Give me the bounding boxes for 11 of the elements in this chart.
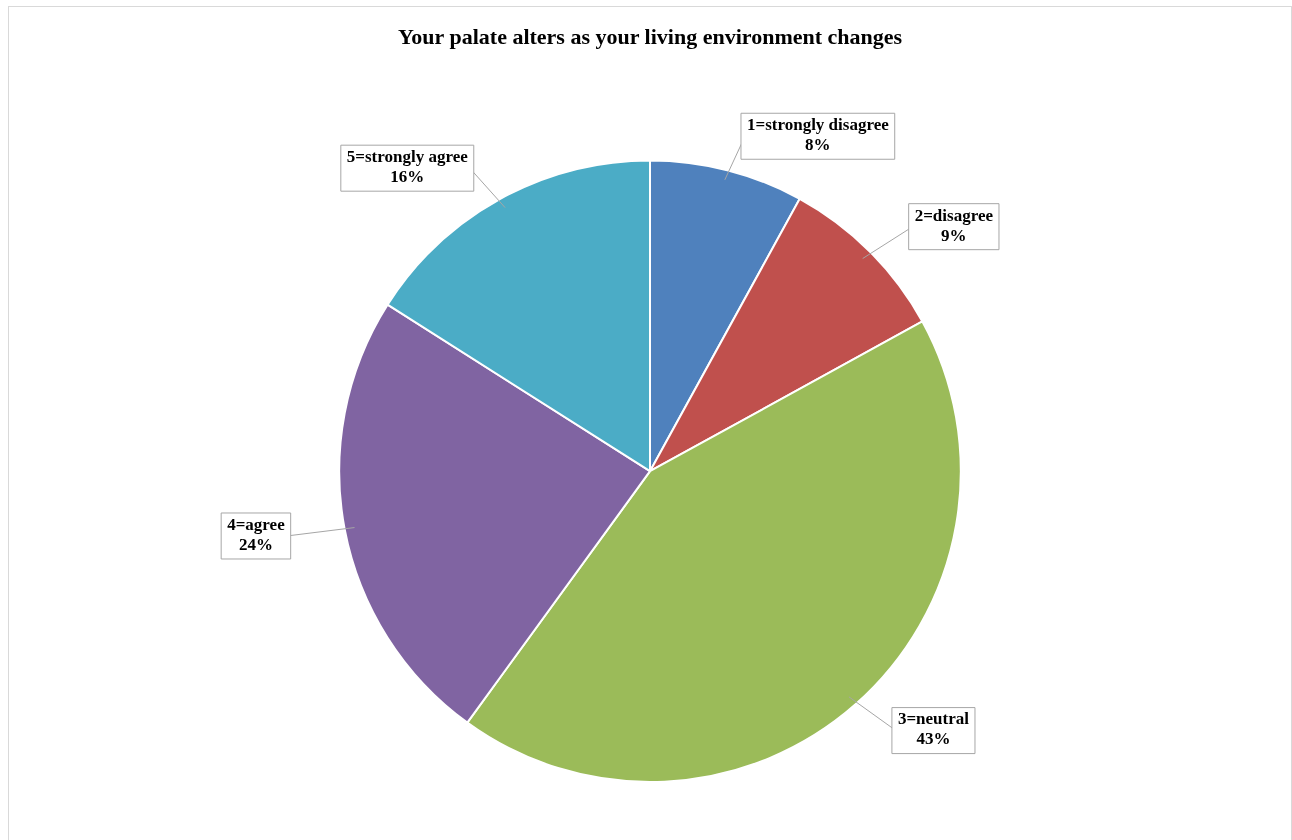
slice-label: 1=strongly disagree <box>746 115 890 135</box>
data-label: 43% <box>916 729 951 749</box>
slice-label: 2=disagree <box>914 205 994 225</box>
slice-label: 4=agree <box>227 514 286 534</box>
data-label: 16% <box>390 167 425 187</box>
data-label: 24% <box>238 534 273 554</box>
data-label: 8% <box>805 135 831 155</box>
slice-label: 5=strongly agree <box>346 147 469 167</box>
chart-title: Your palate alters as your living environment changes <box>397 23 903 49</box>
data-label: 9% <box>941 225 967 245</box>
slice-label: 3=neutral <box>897 709 970 729</box>
